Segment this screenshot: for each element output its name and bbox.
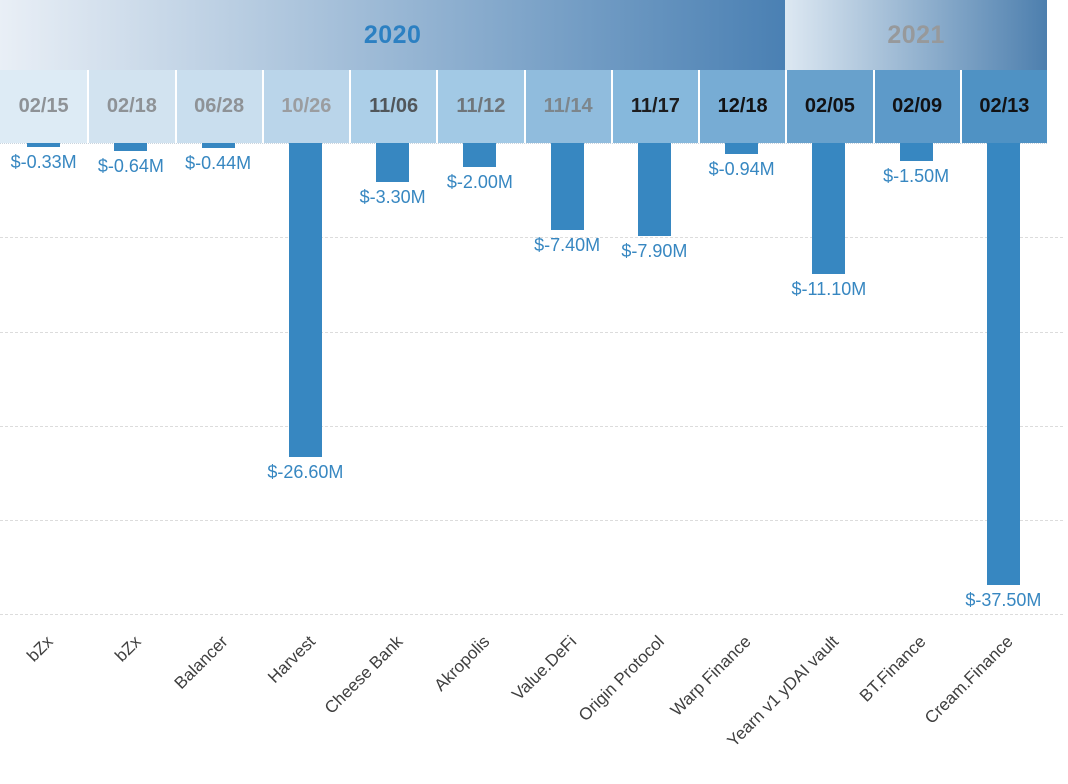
category-label-balancer: Balancer bbox=[170, 632, 232, 693]
value-label-12-18: $-0.94M bbox=[708, 159, 775, 180]
bar-balancer[interactable] bbox=[201, 143, 235, 149]
value-label-02-09: $-1.50M bbox=[883, 165, 950, 186]
value-label-11-06: $-3.30M bbox=[359, 186, 426, 207]
date-cell-11-12: 11/12 bbox=[436, 70, 524, 143]
date-cell-02-18: 02/18 bbox=[87, 70, 175, 143]
category-label-bzx: bZx bbox=[110, 632, 145, 666]
category-label-akropolis: Akropolis bbox=[430, 632, 494, 695]
category-label-warp-finance: Warp Finance bbox=[667, 632, 756, 720]
date-cell-02-05: 02/05 bbox=[785, 70, 873, 143]
value-label-11-17: $-7.90M bbox=[621, 241, 688, 262]
date-cell-11-14: 11/14 bbox=[523, 70, 611, 143]
gridline-minus-24M bbox=[0, 425, 1063, 427]
category-label-cream-finance: Cream.Finance bbox=[921, 632, 1017, 728]
date-cell-02-13: 02/13 bbox=[959, 70, 1047, 143]
date-cell-11-17: 11/17 bbox=[610, 70, 698, 143]
date-header-row: 02/15 02/18 06/28 10/26 11/06 11/12 11/14 11/17… bbox=[0, 70, 1047, 143]
bar-harvest[interactable] bbox=[288, 143, 322, 457]
date-cell-12-18: 12/18 bbox=[698, 70, 786, 143]
category-label-bzx: bZx bbox=[23, 632, 58, 666]
category-label-value-defi: Value.DeFi bbox=[508, 632, 581, 705]
value-label-02-15: $-0.33M bbox=[10, 151, 77, 172]
value-label-11-12: $-2.00M bbox=[446, 171, 513, 192]
category-label-harvest: Harvest bbox=[263, 632, 319, 687]
date-cell-06-28: 06/28 bbox=[174, 70, 262, 143]
bar-akropolis[interactable] bbox=[463, 143, 497, 167]
date-cell-02-15: 02/15 bbox=[0, 70, 88, 143]
bar-bzx[interactable] bbox=[114, 143, 148, 151]
category-label-cheese-bank: Cheese Bank bbox=[320, 632, 407, 718]
value-label-02-18: $-0.64M bbox=[97, 155, 164, 176]
date-cell-10-26: 10/26 bbox=[261, 70, 349, 143]
bar-warp-finance[interactable] bbox=[725, 143, 759, 155]
bar-cheese-bank[interactable] bbox=[376, 143, 410, 182]
date-cell-11-06: 11/06 bbox=[349, 70, 437, 143]
year-band-2020: 2020 bbox=[0, 0, 786, 70]
category-label-bt-finance: BT.Finance bbox=[855, 632, 930, 706]
value-label-10-26: $-26.60M bbox=[267, 461, 344, 482]
gridline-minus-40M bbox=[0, 614, 1063, 616]
value-label-11-14: $-7.40M bbox=[534, 235, 601, 256]
chart-header: 2020 2021 02/15 02/18 06/28 10/26 11/06 11/12 1… bbox=[0, 0, 1047, 143]
zero-baseline bbox=[0, 143, 1047, 144]
bar-value-defi[interactable] bbox=[550, 143, 584, 231]
gridline-minus-16M bbox=[0, 331, 1063, 333]
gridline-minus-8M bbox=[0, 237, 1063, 239]
gridline-minus-32M bbox=[0, 520, 1063, 522]
year-header-row: 2020 2021 bbox=[0, 0, 1047, 70]
date-cell-02-09: 02/09 bbox=[872, 70, 960, 143]
bar-cream-finance[interactable] bbox=[986, 143, 1020, 585]
year-band-2021: 2021 bbox=[785, 0, 1047, 70]
bar-bt-finance[interactable] bbox=[899, 143, 933, 161]
value-label-02-05: $-11.10M bbox=[791, 278, 867, 299]
category-label-origin-protocol: Origin Protocol bbox=[574, 632, 668, 725]
bar-yearn-v1-ydai-vault[interactable] bbox=[812, 143, 846, 274]
value-label-02-13: $-37.50M bbox=[965, 590, 1042, 610]
value-label-06-28: $-0.44M bbox=[185, 153, 252, 174]
bar-origin-protocol[interactable] bbox=[637, 143, 671, 237]
bar-bzx[interactable] bbox=[27, 143, 61, 147]
